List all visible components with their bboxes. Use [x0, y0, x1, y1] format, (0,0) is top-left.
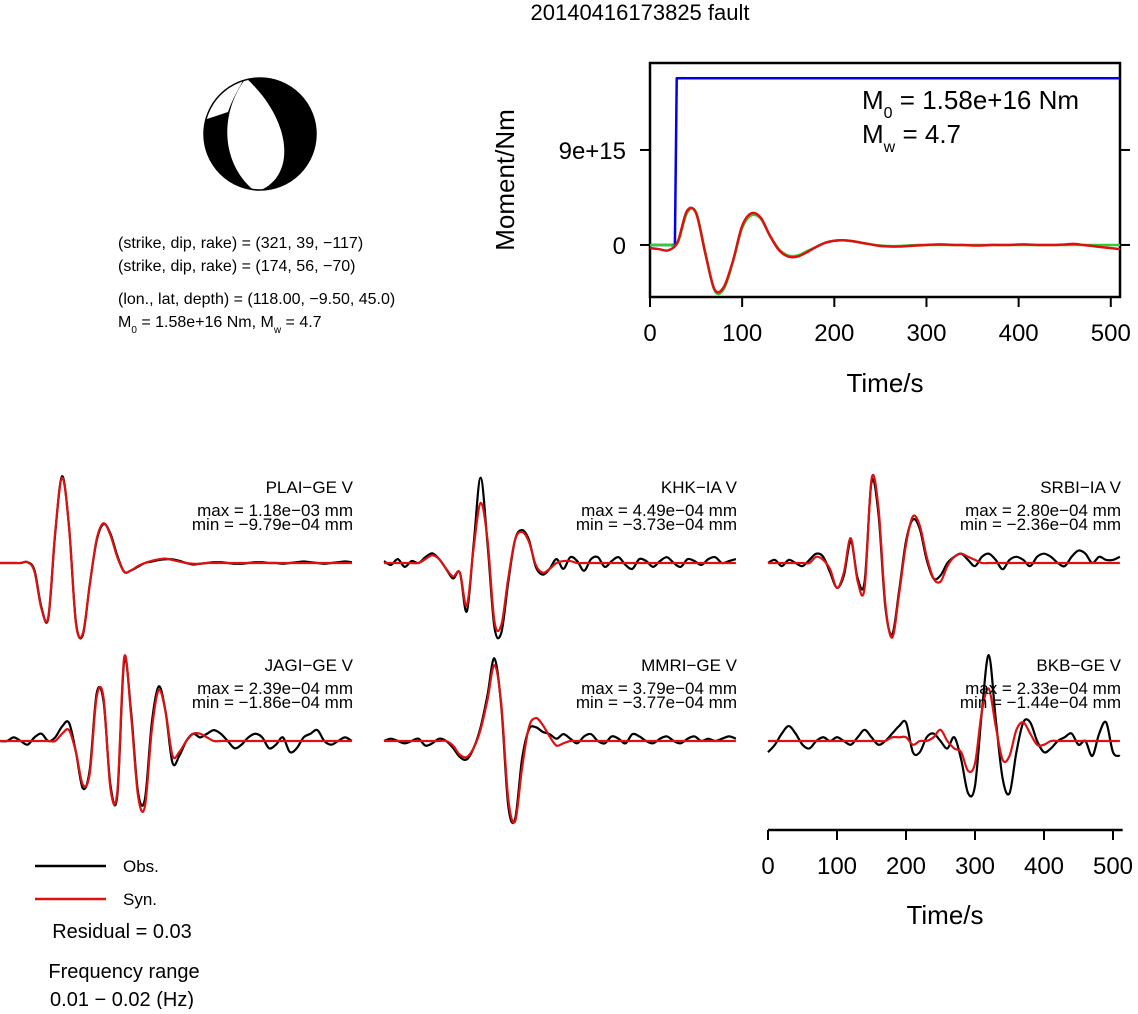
- mechanism-text: (strike, dip, rake) = (321, 39, −117): [118, 235, 363, 252]
- frequency-range: Frequency range: [48, 961, 199, 983]
- x-tick-label: 300: [955, 853, 995, 880]
- amplitude-label: max = 2.80e−04 mm: [965, 501, 1121, 520]
- amplitude-label: min = −1.44e−04 mm: [960, 693, 1121, 712]
- amplitude-label: min = −3.77e−04 mm: [576, 693, 737, 712]
- x-tick-label: 200: [886, 853, 926, 880]
- x-axis-label: Time/s: [846, 368, 923, 398]
- subscript: 0: [131, 325, 137, 336]
- x-tick-label: 100: [722, 320, 762, 347]
- x-tick-label: 400: [999, 320, 1039, 347]
- amplitude-label: min = −1.86e−04 mm: [192, 693, 353, 712]
- trace: [0, 476, 352, 639]
- station-label: PLAI−GE V: [266, 478, 354, 497]
- x-tick-label: 0: [643, 320, 656, 347]
- trace: [767, 654, 1121, 798]
- amplitude-label: max = 2.39e−04 mm: [197, 679, 353, 698]
- x-tick-label: 100: [817, 853, 857, 880]
- station-label: BKB−GE V: [1036, 656, 1121, 675]
- residual: Residual = 0.03: [52, 921, 192, 943]
- trace: [0, 654, 352, 813]
- figure-title: 20140416173825 fault: [531, 0, 750, 25]
- frequency-range: 0.01 − 0.02 (Hz): [50, 989, 194, 1009]
- x-tick-label: 500: [1093, 853, 1133, 880]
- station-label: KHK−IA V: [661, 478, 738, 497]
- amplitude-label: min = −9.79e−04 mm: [192, 515, 353, 534]
- x-tick-label: 300: [906, 320, 946, 347]
- amplitude-label: max = 3.79e−04 mm: [581, 679, 737, 698]
- y-axis-label: Moment/Nm: [490, 109, 520, 251]
- legend-label: Obs.: [123, 857, 159, 876]
- x-tick-label: 200: [814, 320, 854, 347]
- x-tick-label: 400: [1024, 853, 1064, 880]
- station-label: MMRI−GE V: [641, 656, 738, 675]
- station-label: JAGI−GE V: [265, 656, 354, 675]
- moment-summary: M0 = 1.58e+16 Nm, Mw = 4.7: [118, 314, 322, 336]
- amplitude-label: max = 4.49e−04 mm: [581, 501, 737, 520]
- trace: [768, 687, 1120, 774]
- mechanism-text: (lon., lat, depth) = (118.00, −9.50, 45.…: [118, 291, 395, 308]
- plot-frame: [648, 61, 1122, 299]
- annotation: M0 = 1.58e+16 Nm: [862, 85, 1079, 122]
- subscript: w: [273, 325, 282, 336]
- amplitude-label: min = −2.36e−04 mm: [960, 515, 1121, 534]
- mechanism-text: (strike, dip, rake) = (174, 56, −70): [118, 258, 355, 275]
- x-tick-label: 500: [1091, 320, 1131, 347]
- text-segment: M: [862, 85, 884, 115]
- text-segment: M: [862, 119, 884, 149]
- y-tick-label: 9e+15: [559, 138, 626, 165]
- amplitude-label: max = 1.18e−03 mm: [197, 501, 353, 520]
- trace: [384, 664, 736, 824]
- amplitude-label: min = −3.73e−04 mm: [576, 515, 737, 534]
- y-tick-label: 0: [613, 233, 626, 260]
- trace: [650, 207, 1120, 296]
- amplitude-label: max = 2.33e−04 mm: [965, 679, 1121, 698]
- trace: [649, 206, 1121, 294]
- annotation: Mw = 4.7: [862, 119, 961, 156]
- legend-label: Syn.: [123, 890, 157, 909]
- text-segment: = 1.58e+16 Nm: [893, 85, 1079, 115]
- x-axis-label: Time/s: [906, 900, 983, 930]
- beachball-dilatation: [204, 79, 244, 120]
- trace: [383, 657, 737, 825]
- beachball-dilatation: [227, 78, 285, 190]
- beachball: [203, 77, 317, 191]
- text-segment: = 4.7: [281, 314, 322, 331]
- beachball-outline: [203, 77, 317, 191]
- text-segment: = 1.58e+16 Nm, M: [137, 314, 274, 331]
- trace: [383, 501, 736, 633]
- subscript: w: [883, 139, 896, 156]
- text-segment: = 4.7: [895, 119, 961, 149]
- trace: [0, 657, 353, 807]
- x-tick-label: 0: [761, 853, 774, 880]
- subscript: 0: [884, 105, 893, 122]
- trace: [767, 473, 1120, 639]
- station-label: SRBI−IA V: [1040, 478, 1121, 497]
- text-segment: M: [118, 314, 131, 331]
